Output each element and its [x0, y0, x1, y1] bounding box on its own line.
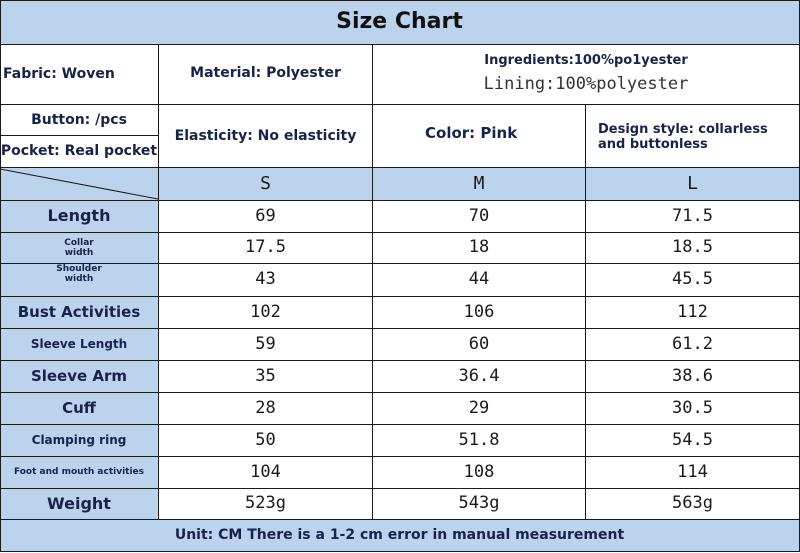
value-cell: 523g	[159, 489, 373, 520]
color-info: Color: Pink	[373, 105, 586, 168]
size-header-l: L	[586, 168, 800, 201]
row-label-length: Length	[0, 201, 159, 233]
design-info: Design style: collarless and buttonless	[586, 105, 800, 168]
value-cell: 60	[373, 329, 586, 361]
value-cell: 61.2	[586, 329, 800, 361]
value-cell: 71.5	[586, 201, 800, 233]
row-label-line: width	[64, 274, 94, 285]
button-info: Button: /pcs	[0, 105, 159, 136]
row-label-line: Shoulder	[56, 264, 102, 274]
diagonal-line	[0, 168, 158, 200]
row-label-sleeve-arm: Sleeve Arm	[0, 361, 159, 393]
measurement-note: Unit: CM There is a 1-2 cm error in manu…	[0, 520, 800, 552]
ingredients-info: Ingredients:100%po1yester	[484, 53, 688, 69]
value-cell: 28	[159, 393, 373, 425]
fabric-info: Fabric: Woven	[0, 45, 159, 105]
row-label-shoulder-width: Shoulder width	[0, 264, 159, 297]
value-cell: 114	[586, 457, 800, 489]
size-header-s: S	[159, 168, 373, 201]
row-label-sleeve-length: Sleeve Length	[0, 329, 159, 361]
value-cell: 51.8	[373, 425, 586, 457]
value-cell: 43	[159, 264, 373, 297]
row-label-line: Collar	[64, 237, 94, 248]
value-cell: 112	[586, 297, 800, 329]
value-cell: 59	[159, 329, 373, 361]
pocket-info: Pocket: Real pocket	[0, 136, 159, 168]
row-label-foot-and-mouth: Foot and mouth activities	[0, 457, 159, 489]
row-label-cuff: Cuff	[0, 393, 159, 425]
value-cell: 102	[159, 297, 373, 329]
value-cell: 104	[159, 457, 373, 489]
row-label-clamping-ring: Clamping ring	[0, 425, 159, 457]
value-cell: 70	[373, 201, 586, 233]
value-cell: 29	[373, 393, 586, 425]
row-label-weight: Weight	[0, 489, 159, 520]
value-cell: 17.5	[159, 233, 373, 264]
value-cell: 18.5	[586, 233, 800, 264]
value-cell: 563g	[586, 489, 800, 520]
value-cell: 35	[159, 361, 373, 393]
lining-info: Lining:100%polyester	[483, 74, 689, 95]
value-cell: 54.5	[586, 425, 800, 457]
material-info: Material: Polyester	[159, 45, 373, 105]
value-cell: 30.5	[586, 393, 800, 425]
value-cell: 38.6	[586, 361, 800, 393]
row-label-collar-width: Collar width	[0, 233, 159, 264]
page-title: Size Chart	[0, 0, 800, 45]
value-cell: 44	[373, 264, 586, 297]
value-cell: 50	[159, 425, 373, 457]
row-label-bust-activities: Bust Activities	[0, 297, 159, 329]
value-cell: 69	[159, 201, 373, 233]
value-cell: 18	[373, 233, 586, 264]
elasticity-info: Elasticity: No elasticity	[159, 105, 373, 168]
value-cell: 106	[373, 297, 586, 329]
size-header-m: M	[373, 168, 586, 201]
value-cell: 36.4	[373, 361, 586, 393]
row-label-line: width	[64, 248, 94, 258]
value-cell: 543g	[373, 489, 586, 520]
ingredients-cell: Ingredients:100%po1yester Lining:100%pol…	[373, 45, 800, 105]
value-cell: 45.5	[586, 264, 800, 297]
value-cell: 108	[373, 457, 586, 489]
diagonal-header-cell	[0, 168, 159, 201]
